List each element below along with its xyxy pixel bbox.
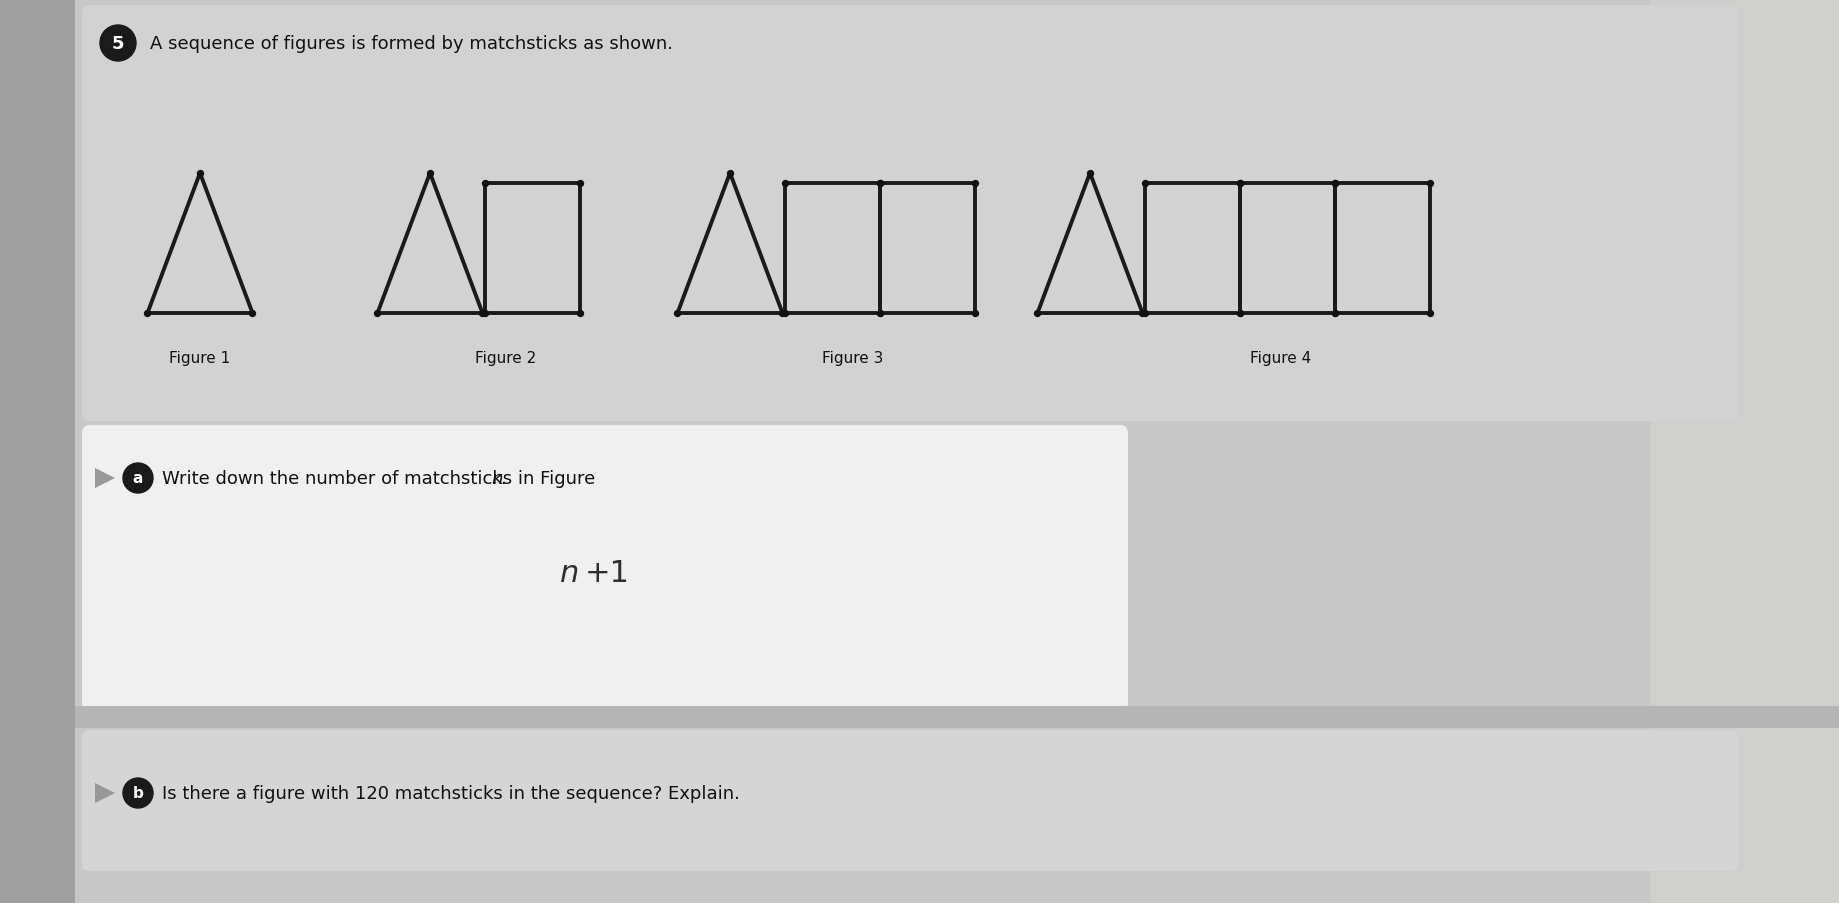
Bar <box>1650 0 1839 903</box>
Text: Figure 4: Figure 4 <box>1251 351 1311 366</box>
Point <box>769 306 798 321</box>
Text: .: . <box>500 470 506 488</box>
Text: +1: +1 <box>585 559 631 588</box>
Text: a: a <box>132 471 143 486</box>
Polygon shape <box>96 469 116 489</box>
Point <box>771 306 800 321</box>
Point <box>1320 306 1350 321</box>
Point <box>866 177 896 191</box>
Point <box>237 306 267 321</box>
FancyBboxPatch shape <box>83 731 1738 871</box>
Point <box>1227 177 1256 191</box>
Text: Is there a figure with 120 matchsticks in the sequence? Explain.: Is there a figure with 120 matchsticks i… <box>162 784 739 802</box>
Text: b: b <box>132 786 143 801</box>
Point <box>1227 306 1256 321</box>
Point <box>866 306 896 321</box>
Point <box>1320 306 1350 321</box>
Circle shape <box>123 778 153 808</box>
Point <box>416 166 445 181</box>
Point <box>1320 177 1350 191</box>
Point <box>362 306 392 321</box>
Point <box>471 306 500 321</box>
Point <box>1131 177 1160 191</box>
Point <box>960 306 989 321</box>
Point <box>566 306 596 321</box>
Text: n: n <box>491 470 502 488</box>
FancyBboxPatch shape <box>83 6 1738 422</box>
Point <box>1320 177 1350 191</box>
Text: n: n <box>561 559 579 588</box>
Circle shape <box>99 26 136 62</box>
Text: Figure 3: Figure 3 <box>822 351 883 366</box>
Point <box>132 306 162 321</box>
Point <box>566 177 596 191</box>
Polygon shape <box>96 783 116 803</box>
Bar <box>0 0 75 903</box>
Point <box>1227 177 1256 191</box>
Text: 5: 5 <box>112 35 125 53</box>
Point <box>662 306 691 321</box>
Point <box>1416 177 1445 191</box>
Point <box>1227 306 1256 321</box>
Circle shape <box>123 463 153 493</box>
Point <box>1131 306 1160 321</box>
Point <box>1416 306 1445 321</box>
Text: Write down the number of matchsticks in Figure: Write down the number of matchsticks in … <box>162 470 601 488</box>
Point <box>866 177 896 191</box>
Point <box>960 177 989 191</box>
Bar <box>75 706 1839 728</box>
Point <box>866 306 896 321</box>
Point <box>715 166 745 181</box>
Point <box>186 166 215 181</box>
Text: Figure 1: Figure 1 <box>169 351 230 366</box>
Point <box>1127 306 1157 321</box>
Point <box>471 177 500 191</box>
Point <box>1022 306 1052 321</box>
Text: Figure 2: Figure 2 <box>474 351 535 366</box>
FancyBboxPatch shape <box>83 425 1127 712</box>
Point <box>1076 166 1105 181</box>
Text: A sequence of figures is formed by matchsticks as shown.: A sequence of figures is formed by match… <box>151 35 673 53</box>
Point <box>771 177 800 191</box>
Point <box>467 306 497 321</box>
